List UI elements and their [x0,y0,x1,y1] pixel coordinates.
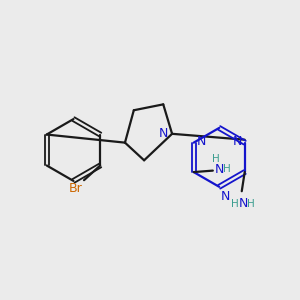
Text: H: H [247,199,255,208]
Text: H: H [231,199,239,208]
Text: N: N [238,196,248,209]
Text: Br: Br [69,182,82,195]
Text: N: N [159,127,169,140]
Text: N: N [215,163,225,176]
Text: N: N [232,135,242,148]
Text: N: N [221,190,230,203]
Text: N: N [196,135,206,148]
Text: H: H [212,154,220,164]
Text: H: H [223,164,231,174]
